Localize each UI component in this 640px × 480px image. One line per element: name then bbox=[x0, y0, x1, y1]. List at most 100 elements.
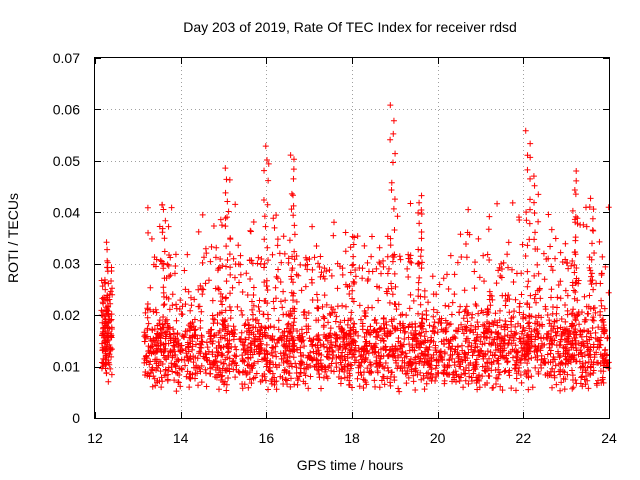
data-point bbox=[572, 288, 579, 295]
data-point bbox=[508, 328, 515, 335]
data-point bbox=[454, 259, 461, 266]
data-point bbox=[564, 339, 571, 346]
data-point bbox=[487, 302, 494, 309]
data-point bbox=[600, 322, 607, 329]
data-point bbox=[330, 232, 337, 239]
data-point bbox=[380, 315, 387, 322]
data-point bbox=[190, 359, 197, 366]
data-point bbox=[271, 305, 278, 312]
data-point bbox=[565, 356, 572, 363]
data-point bbox=[291, 305, 298, 312]
data-point bbox=[392, 150, 399, 157]
data-point bbox=[291, 256, 298, 263]
data-point bbox=[462, 338, 469, 345]
data-point bbox=[484, 306, 491, 313]
data-point bbox=[412, 365, 419, 372]
data-point bbox=[208, 326, 215, 333]
data-point bbox=[564, 292, 571, 299]
data-point bbox=[494, 357, 501, 364]
chart-title: Day 203 of 2019, Rate Of TEC Index for r… bbox=[183, 19, 517, 35]
data-point bbox=[479, 341, 486, 348]
data-point bbox=[452, 368, 459, 375]
data-point bbox=[373, 265, 380, 272]
data-point bbox=[203, 370, 210, 377]
data-point bbox=[158, 258, 165, 265]
data-point bbox=[386, 299, 393, 306]
data-point bbox=[569, 367, 576, 374]
data-point bbox=[344, 283, 351, 290]
data-point bbox=[271, 224, 278, 231]
data-point bbox=[395, 385, 402, 392]
data-point bbox=[593, 359, 600, 366]
data-point bbox=[587, 305, 594, 312]
data-point bbox=[401, 354, 408, 361]
data-point bbox=[483, 328, 490, 335]
data-point bbox=[383, 288, 390, 295]
data-point bbox=[473, 379, 480, 386]
data-point bbox=[287, 360, 294, 367]
data-point bbox=[294, 381, 301, 388]
data-point bbox=[143, 357, 150, 364]
data-point bbox=[593, 380, 600, 387]
data-point bbox=[192, 326, 199, 333]
data-point bbox=[422, 348, 429, 355]
data-point bbox=[582, 381, 589, 388]
data-point bbox=[191, 316, 198, 323]
data-point bbox=[553, 381, 560, 388]
data-point bbox=[218, 373, 225, 380]
data-point bbox=[510, 314, 517, 321]
data-point bbox=[186, 355, 193, 362]
data-point bbox=[528, 373, 535, 380]
data-point bbox=[562, 353, 569, 360]
data-point bbox=[414, 353, 421, 360]
data-point bbox=[531, 272, 538, 279]
data-point bbox=[462, 240, 469, 247]
data-point bbox=[549, 365, 556, 372]
data-point bbox=[558, 332, 565, 339]
data-point bbox=[553, 342, 560, 349]
data-point bbox=[371, 377, 378, 384]
data-point bbox=[492, 310, 499, 317]
data-point bbox=[261, 264, 268, 271]
data-point bbox=[441, 350, 448, 357]
data-point bbox=[402, 328, 409, 335]
data-point bbox=[246, 329, 253, 336]
data-point bbox=[175, 379, 182, 386]
data-point bbox=[367, 361, 374, 368]
data-point bbox=[149, 327, 156, 334]
data-point bbox=[290, 354, 297, 361]
data-point bbox=[284, 377, 291, 384]
data-point bbox=[347, 361, 354, 368]
data-point bbox=[534, 321, 541, 328]
data-point bbox=[275, 266, 282, 273]
data-point bbox=[281, 332, 288, 339]
data-point bbox=[598, 297, 605, 304]
data-point bbox=[357, 353, 364, 360]
data-point bbox=[291, 231, 298, 238]
data-point bbox=[562, 361, 569, 368]
data-point bbox=[290, 297, 297, 304]
data-point bbox=[273, 353, 280, 360]
data-point bbox=[102, 286, 109, 293]
data-point bbox=[157, 257, 164, 264]
data-point bbox=[374, 367, 381, 374]
data-point bbox=[388, 285, 395, 292]
data-point bbox=[416, 261, 423, 268]
data-point bbox=[365, 350, 372, 357]
data-point bbox=[371, 317, 378, 324]
data-point bbox=[235, 242, 242, 249]
data-point bbox=[493, 374, 500, 381]
data-point bbox=[586, 264, 593, 271]
data-point bbox=[261, 236, 268, 243]
data-point bbox=[373, 354, 380, 361]
data-point bbox=[577, 347, 584, 354]
data-point bbox=[590, 305, 597, 312]
data-point bbox=[354, 375, 361, 382]
data-point bbox=[322, 333, 329, 340]
data-point bbox=[418, 376, 425, 383]
data-point bbox=[293, 271, 300, 278]
data-point bbox=[105, 280, 112, 287]
data-point bbox=[265, 324, 272, 331]
data-point bbox=[212, 254, 219, 261]
data-point bbox=[141, 333, 148, 340]
